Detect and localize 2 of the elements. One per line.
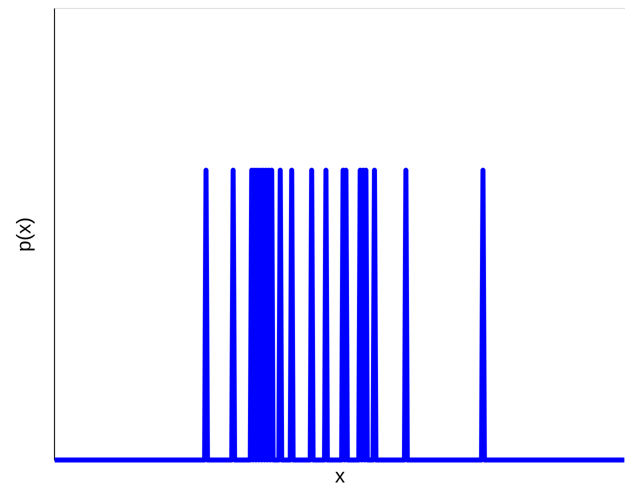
x-axis-title: x xyxy=(335,466,345,488)
y-axis-title: p(x) xyxy=(14,217,36,252)
